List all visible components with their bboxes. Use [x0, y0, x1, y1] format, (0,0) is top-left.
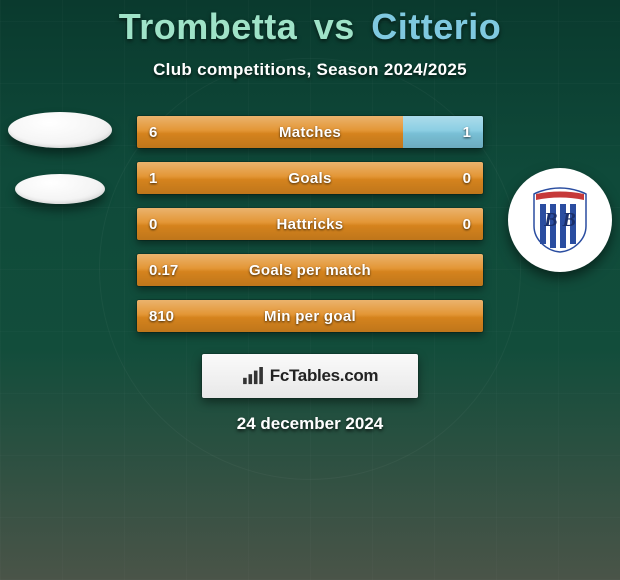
page-title: Trombetta vs Citterio: [0, 0, 620, 48]
vs-text: vs: [314, 6, 355, 47]
stat-label: Min per goal: [137, 308, 483, 325]
stat-bar: 10Goals: [137, 162, 483, 194]
stat-label: Hattricks: [137, 216, 483, 233]
player-a-badge: [8, 112, 112, 222]
crest-letters: B B: [543, 209, 576, 231]
ellipse-icon: [8, 112, 112, 148]
stats-bars: 61Matches 10Goals 00Hattricks 0.17Goals per…: [137, 116, 483, 332]
bar-chart-icon: [242, 367, 264, 385]
player-b-name: Citterio: [371, 6, 501, 47]
source-logo-text: FcTables.com: [270, 366, 379, 386]
player-a-name: Trombetta: [119, 6, 298, 47]
stat-bar: 61Matches: [137, 116, 483, 148]
club-crest-icon: B B: [530, 186, 590, 254]
subtitle: Club competitions, Season 2024/2025: [0, 60, 620, 80]
stat-bar: 00Hattricks: [137, 208, 483, 240]
stat-label: Matches: [137, 124, 483, 141]
stat-bar: 810Min per goal: [137, 300, 483, 332]
player-b-badge: B B: [508, 168, 612, 272]
stat-label: Goals per match: [137, 262, 483, 279]
stat-label: Goals: [137, 170, 483, 187]
stat-bar: 0.17Goals per match: [137, 254, 483, 286]
date-text: 24 december 2024: [0, 414, 620, 434]
ellipse-icon: [15, 174, 105, 204]
source-logo: FcTables.com: [202, 354, 418, 398]
